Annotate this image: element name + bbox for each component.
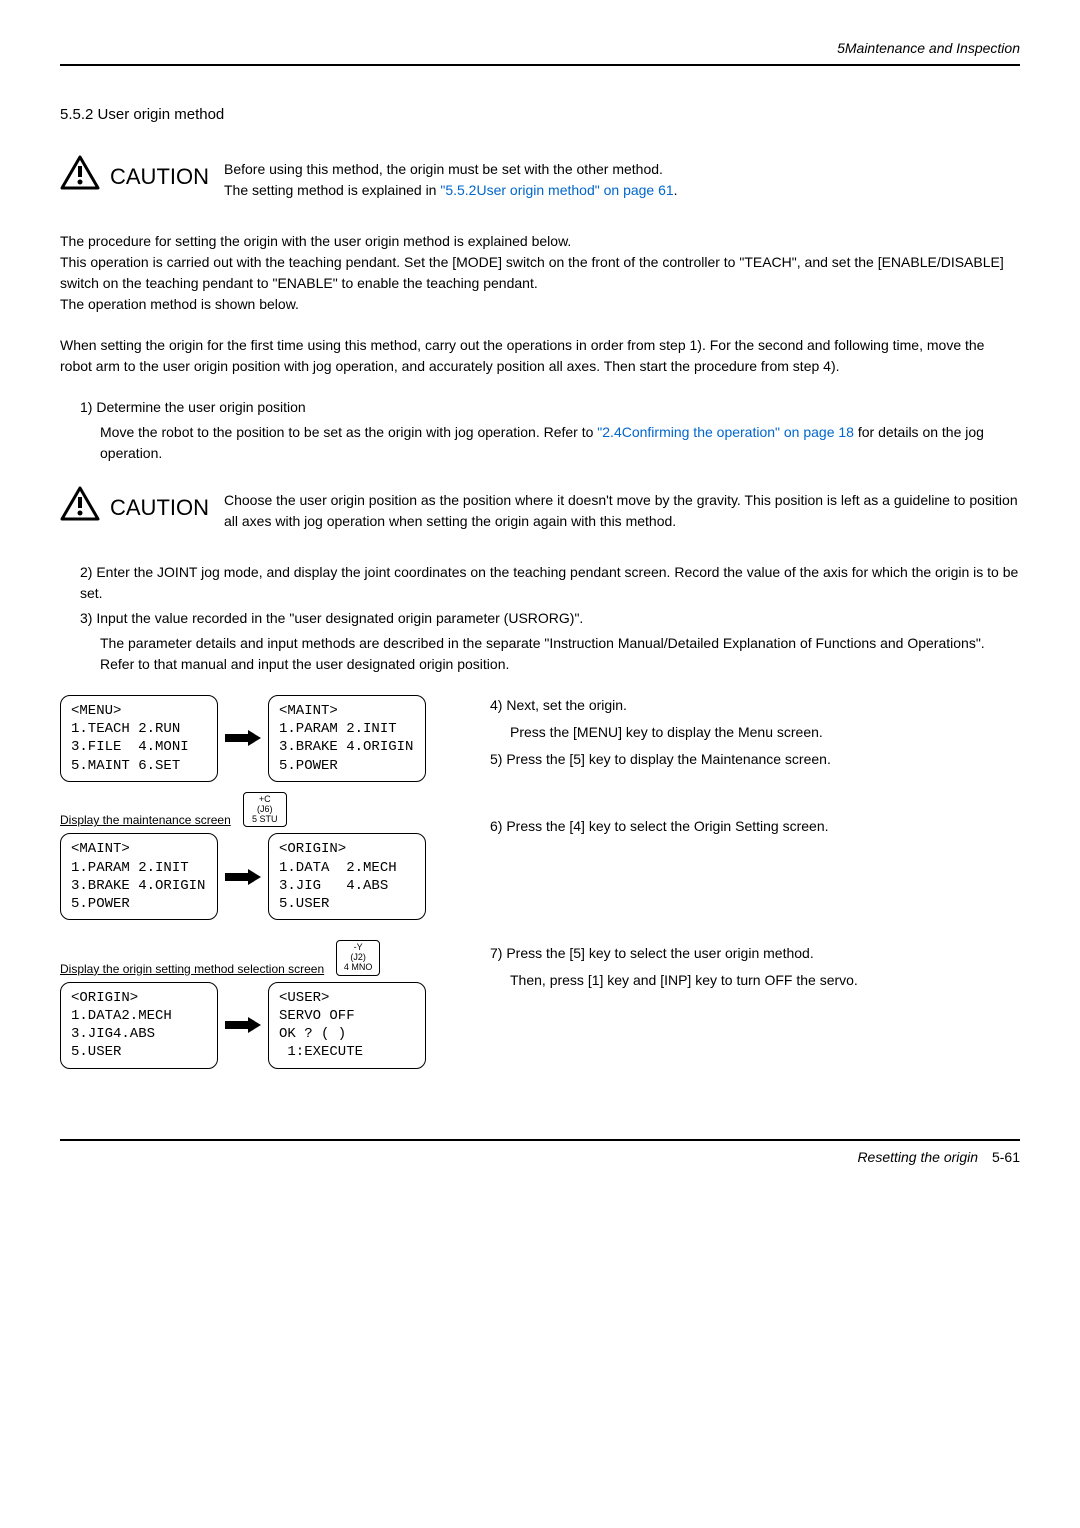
caution1-link[interactable]: "5.5.2User origin method" on page 61 [440, 182, 673, 198]
intro-p4: When setting the origin for the first ti… [60, 335, 1020, 377]
caution1-text3: . [674, 182, 678, 198]
caution-block-1: CAUTION Before using this method, the or… [60, 153, 1020, 201]
key-row-2: Display the origin setting method select… [60, 940, 460, 976]
section-title: 5.5.2 User origin method [60, 106, 1020, 123]
screen-row-1: <MENU> 1.TEACH 2.RUN 3.FILE 4.MONI 5.MAI… [60, 695, 460, 782]
screen-row-2: <MAINT> 1.PARAM 2.INIT 3.BRAKE 4.ORIGIN … [60, 833, 460, 920]
right-step-7b: Then, press [1] key and [INP] key to tur… [490, 970, 940, 991]
section-title-text: User origin method [98, 106, 225, 123]
caution-text-1: Before using this method, the origin mus… [224, 153, 678, 201]
caution-text-2: Choose the user origin position as the p… [224, 484, 1020, 532]
key-label-1: Display the maintenance screen [60, 813, 231, 827]
right-step-6: 6) Press the [4] key to select the Origi… [490, 816, 940, 837]
caution1-line2: The setting method is explained in "5.5.… [224, 180, 678, 201]
screen-user: <USER> SERVO OFF OK ? ( ) 1:EXECUTE [268, 982, 426, 1069]
right-step-4a: 4) Next, set the origin. [490, 695, 940, 716]
key-label-2: Display the origin setting method select… [60, 962, 324, 976]
footer: Resetting the origin 5-61 [60, 1149, 1020, 1165]
step3-line2: The parameter details and input methods … [60, 633, 1020, 675]
footer-page: 5-61 [992, 1149, 1020, 1165]
intro-p3: The operation method is shown below. [60, 294, 1020, 315]
right-step-5: 5) Press the [5] key to display the Main… [490, 749, 940, 770]
screen-maint1: <MAINT> 1.PARAM 2.INIT 3.BRAKE 4.ORIGIN … [268, 695, 426, 782]
header-chapter: 5Maintenance and Inspection [60, 40, 1020, 56]
step3-line1: 3) Input the value recorded in the "user… [60, 608, 1020, 629]
key-4: -Y (J2) 4 MNO [336, 940, 380, 976]
arrow-icon [218, 1016, 268, 1034]
key-5: +C (J6) 5 STU [243, 792, 287, 828]
caution-icon [60, 155, 100, 191]
diagram-right: 4) Next, set the origin. Press the [MENU… [460, 695, 940, 1079]
screen-row-3: <ORIGIN> 1.DATA2.MECH 3.JIG4.ABS 5.USER … [60, 982, 460, 1069]
step1-title: 1) Determine the user origin position [60, 397, 1020, 418]
caution-label: CAUTION [110, 164, 209, 190]
caution-label: CAUTION [110, 495, 209, 521]
intro-p1: The procedure for setting the origin wit… [60, 231, 1020, 252]
arrow-icon [218, 868, 268, 886]
screen-origin1: <ORIGIN> 1.DATA 2.MECH 3.JIG 4.ABS 5.USE… [268, 833, 426, 920]
step1-body: Move the robot to the position to be set… [60, 422, 1020, 464]
arrow-icon [218, 729, 268, 747]
caution1-line1: Before using this method, the origin mus… [224, 159, 678, 180]
step2: 2) Enter the JOINT jog mode, and display… [60, 562, 1020, 604]
screen-origin2: <ORIGIN> 1.DATA2.MECH 3.JIG4.ABS 5.USER [60, 982, 218, 1069]
section-number: 5.5.2 [60, 106, 93, 123]
key-row-1: Display the maintenance screen +C (J6) 5… [60, 792, 460, 828]
intro-p2: This operation is carried out with the t… [60, 252, 1020, 294]
diagram-area: <MENU> 1.TEACH 2.RUN 3.FILE 4.MONI 5.MAI… [60, 695, 1020, 1079]
diagram-left: <MENU> 1.TEACH 2.RUN 3.FILE 4.MONI 5.MAI… [60, 695, 460, 1079]
caution1-text2: The setting method is explained in [224, 182, 440, 198]
footer-rule [60, 1139, 1020, 1141]
header-rule [60, 64, 1020, 66]
right-step-7a: 7) Press the [5] key to select the user … [490, 943, 940, 964]
right-step-4b: Press the [MENU] key to display the Menu… [490, 722, 940, 743]
caution-block-2: CAUTION Choose the user origin position … [60, 484, 1020, 532]
step1-link[interactable]: "2.4Confirming the operation" on page 18 [597, 424, 854, 440]
step1-text1: Move the robot to the position to be set… [100, 424, 597, 440]
screen-menu: <MENU> 1.TEACH 2.RUN 3.FILE 4.MONI 5.MAI… [60, 695, 218, 782]
footer-title: Resetting the origin [857, 1149, 978, 1165]
screen-maint2: <MAINT> 1.PARAM 2.INIT 3.BRAKE 4.ORIGIN … [60, 833, 218, 920]
caution-icon [60, 486, 100, 522]
